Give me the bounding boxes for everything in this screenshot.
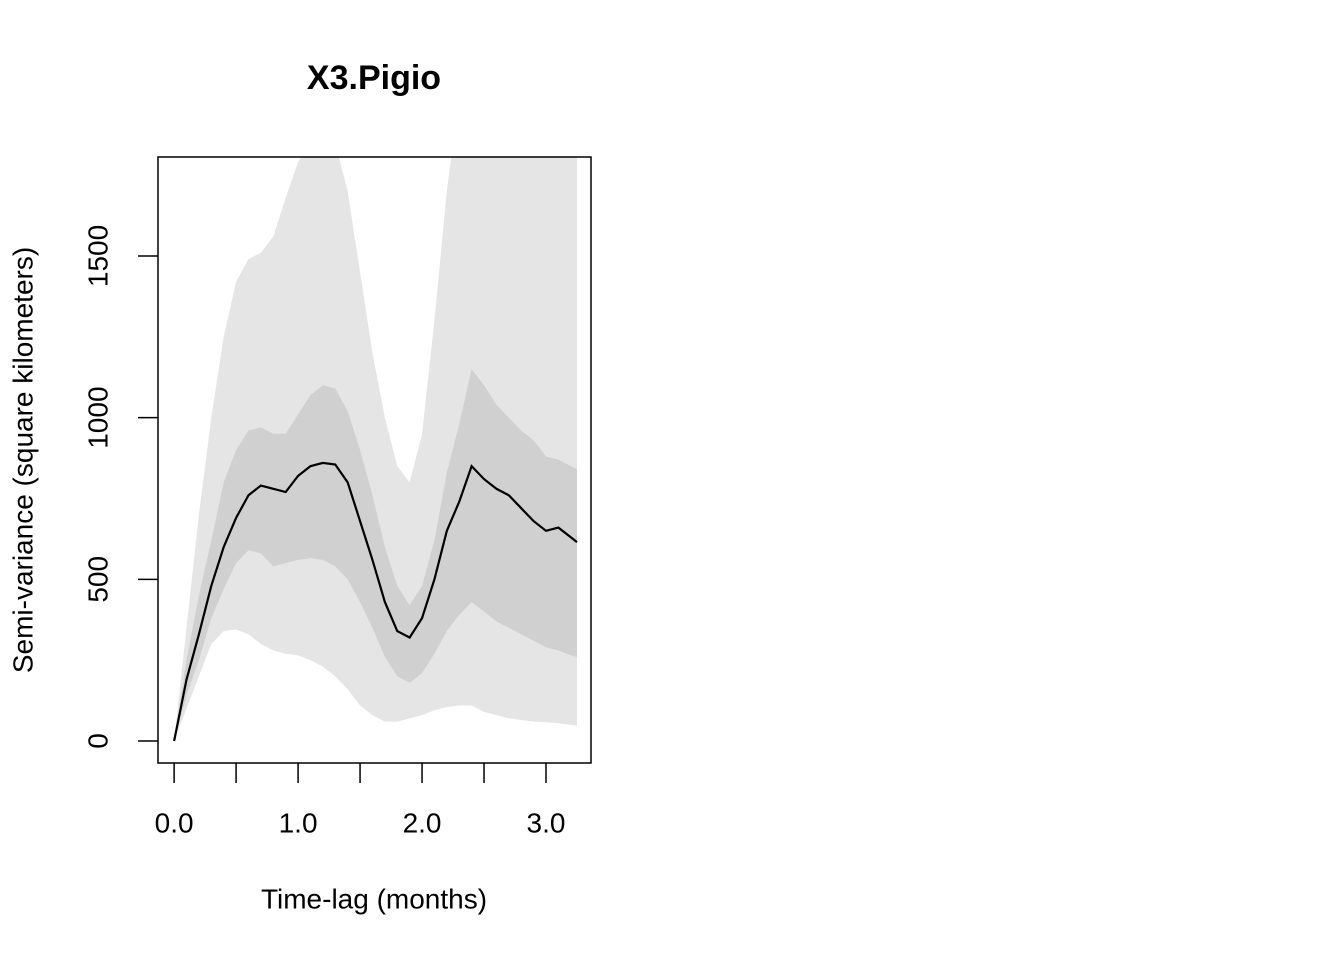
y-tick-label: 1000 — [82, 386, 113, 448]
plot-area — [173, 157, 578, 742]
x-tick-label: 2.0 — [403, 807, 442, 838]
semivariance-line — [173, 461, 578, 742]
y-axis-label: Semi-variance (square kilometers) — [7, 247, 38, 673]
y-tick-label: 500 — [82, 556, 113, 603]
y-tick-label: 0 — [82, 733, 113, 749]
plot-frame — [157, 156, 592, 764]
x-tick-label: 3.0 — [527, 807, 566, 838]
x-tick-label: 0.0 — [155, 807, 194, 838]
x-tick-label: 1.0 — [279, 807, 318, 838]
confidence-band — [174, 369, 577, 742]
x-axis-label: Time-lag (months) — [261, 883, 487, 914]
chart-title: X3.Pigio — [307, 59, 441, 97]
y-tick-label: 1500 — [82, 225, 113, 287]
